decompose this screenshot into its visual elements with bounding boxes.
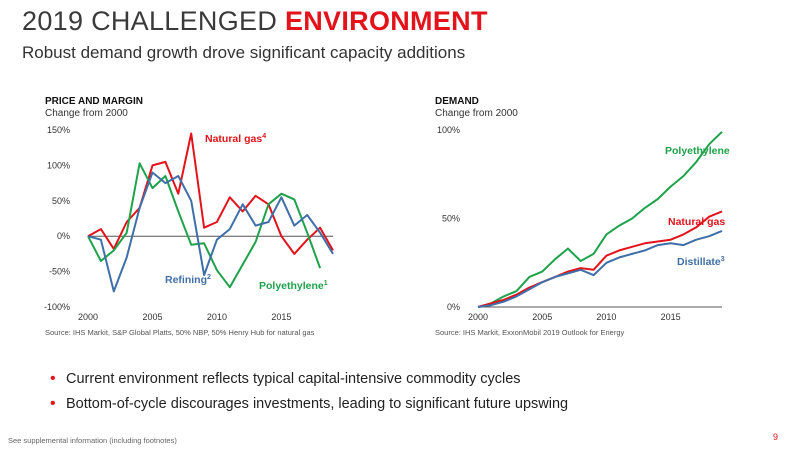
page-title: 2019 CHALLENGED ENVIRONMENT — [22, 6, 488, 37]
series-label-polyethylene: Polyethylene1 — [259, 280, 328, 292]
x-tick-label: 2000 — [468, 312, 488, 322]
series-line-distillate — [477, 229, 723, 308]
footnote-marker: 2 — [207, 274, 211, 281]
y-tick-label: 0% — [447, 302, 460, 312]
x-tick-label: 2005 — [532, 312, 552, 322]
price-margin-heading: PRICE AND MARGIN — [45, 96, 143, 107]
page-number: 9 — [772, 432, 778, 442]
y-tick-label: 100% — [437, 125, 460, 135]
footnote-marker: 1 — [324, 280, 328, 287]
demand-heading: DEMAND — [435, 96, 479, 107]
y-tick-label: -50% — [49, 267, 70, 277]
series-line-polyethylene — [87, 162, 322, 289]
y-tick-label: -100% — [44, 302, 70, 312]
footnote-marker: 4 — [262, 133, 266, 140]
x-tick-label: 2005 — [142, 312, 162, 322]
x-tick-label: 2010 — [596, 312, 616, 322]
bullet-item: • Bottom-of-cycle discourages investment… — [50, 395, 568, 413]
title-main: 2019 CHALLENGED — [22, 6, 278, 36]
demand-chart-header: DEMAND Change from 2000 — [435, 96, 518, 120]
price-margin-chart: 150% 100% 50% 0% -50% -100% 2000 2005 2010 2015 Na… — [44, 125, 334, 322]
series-line-polyethylene — [477, 131, 723, 308]
bullet-icon: • — [50, 395, 56, 412]
price-margin-chart-header: PRICE AND MARGIN Change from 2000 — [45, 96, 143, 120]
y-tick-label: 50% — [442, 214, 460, 224]
x-tick-label: 2015 — [271, 312, 291, 322]
x-tick-label: 2000 — [78, 312, 98, 322]
series-line-refining — [87, 171, 334, 293]
demand-subheading: Change from 2000 — [435, 108, 518, 119]
series-label-refining: Refining2 — [165, 274, 211, 286]
title-accent: ENVIRONMENT — [284, 6, 488, 36]
bullet-list: • Current environment reflects typical c… — [50, 370, 568, 420]
demand-chart: 100% 50% 0% 2000 2005 2010 2015 Polyethylene Nat… — [437, 125, 730, 322]
y-tick-label: 100% — [47, 160, 70, 170]
bullet-text: Bottom-of-cycle discourages investments,… — [66, 396, 569, 412]
x-tick-label: 2010 — [207, 312, 227, 322]
series-label-natural-gas: Natural gas — [668, 216, 725, 228]
series-label-natural-gas: Natural gas4 — [205, 133, 266, 145]
series-label-distillate: Distillate3 — [677, 256, 725, 268]
price-margin-source: Source: IHS Markit, S&P Global Platts, 5… — [45, 328, 315, 337]
bullet-item: • Current environment reflects typical c… — [50, 370, 568, 388]
footnote-marker: 3 — [721, 256, 725, 263]
bullet-text: Current environment reflects typical cap… — [66, 371, 521, 387]
footnote: See supplemental information (including … — [8, 436, 177, 445]
x-tick-label: 2015 — [661, 312, 681, 322]
y-tick-label: 50% — [52, 196, 70, 206]
price-margin-subheading: Change from 2000 — [45, 108, 128, 119]
series-label-polyethylene: Polyethylene — [665, 145, 730, 157]
series-line-natural-gas — [477, 210, 723, 308]
demand-source: Source: IHS Markit, ExxonMobil 2019 Outl… — [435, 328, 625, 337]
page-subtitle: Robust demand growth drove significant c… — [22, 43, 466, 62]
y-tick-label: 0% — [57, 231, 70, 241]
y-tick-label: 150% — [47, 125, 70, 135]
bullet-icon: • — [50, 370, 56, 387]
